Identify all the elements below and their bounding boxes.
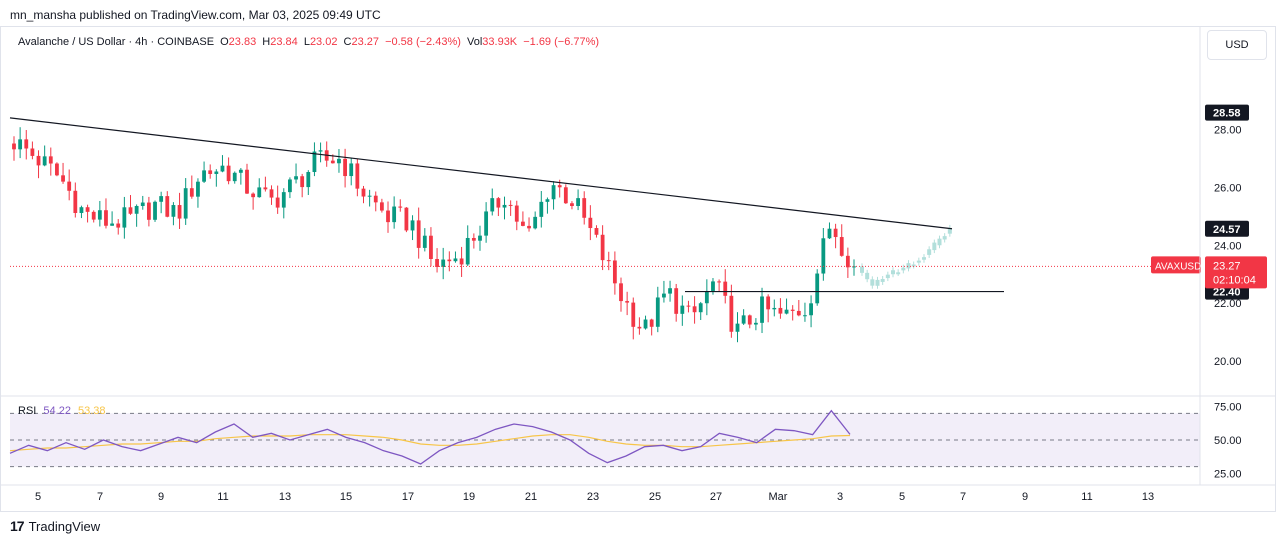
close-value: 23.27 [351,36,380,48]
change-value: −0.58 (−2.43%) [385,36,461,48]
low-value: 23.02 [309,36,338,48]
open-label: O [220,36,229,48]
publish-info: mn_mansha published on TradingView.com, … [10,8,381,22]
open-value: 23.83 [228,36,257,48]
symbol-title[interactable]: Avalanche / US Dollar · 4h · COINBASE [18,36,215,48]
volume-value: 33.93K [482,36,518,48]
tradingview-brand[interactable]: 17 TradingView [10,518,100,534]
volume-change: −1.69 (−6.77%) [523,36,600,48]
ohlc-legend: Avalanche / US Dollar · 4h · COINBASE O2… [18,36,602,48]
rsi-ma-value: 53.38 [78,405,106,417]
high-label: H [262,36,271,48]
volume-label: Vol [466,36,483,48]
high-value: 23.84 [270,36,298,48]
rsi-value: 54.22 [43,405,71,417]
rsi-legend: RSI 54.22 53.38 [18,405,106,417]
tradingview-logo-icon: 17 [10,518,25,534]
low-label: L [303,36,310,48]
currency-button[interactable]: USD [1207,30,1267,60]
chart-frame [0,26,1276,512]
rsi-name: RSI [18,405,37,417]
close-label: C [343,36,352,48]
brand-name: TradingView [28,518,101,534]
